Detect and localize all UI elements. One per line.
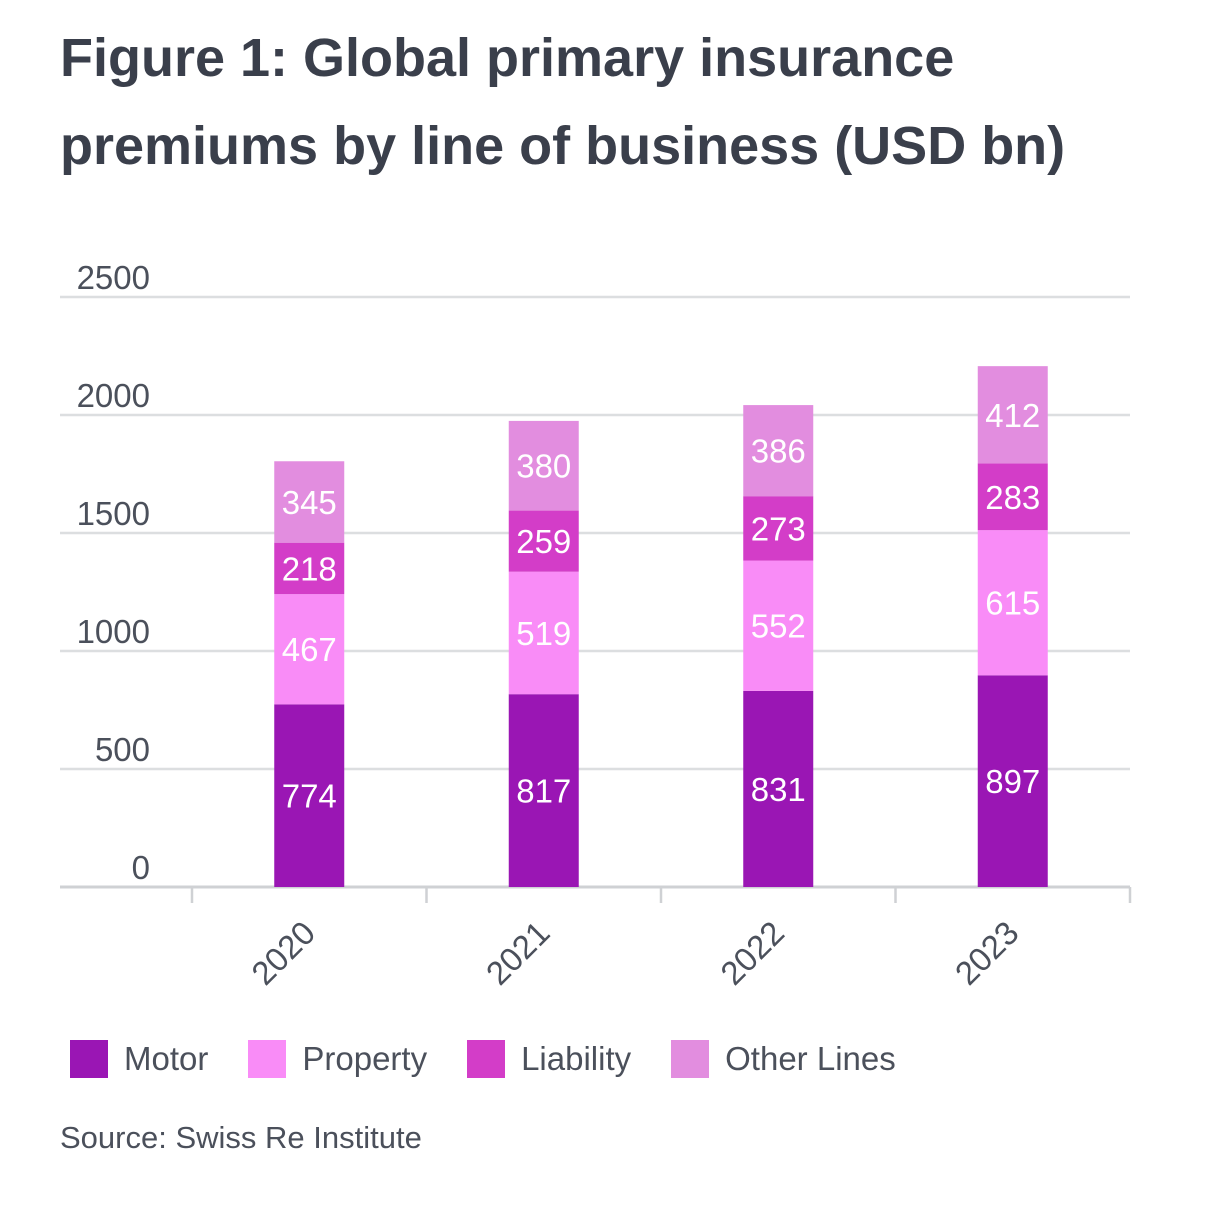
data-label-other-lines-2022: 386: [751, 433, 806, 470]
data-label-liability-2022: 273: [751, 510, 806, 547]
bar-property-2021: [508, 571, 579, 695]
x-tick-label-2023: 2023: [948, 914, 1026, 992]
legend-label-liability: Liability: [521, 1040, 632, 1077]
x-tick-label-2022: 2022: [713, 914, 791, 992]
data-label-motor-2020: 774: [282, 778, 337, 815]
bar-liability-2020: [274, 542, 345, 595]
legend-item-liability: Liability: [467, 1040, 631, 1078]
y-tick-label-500: 500: [95, 731, 150, 768]
bar-motor-2021: [508, 694, 579, 887]
chart-title: Figure 1: Global primary insurance premi…: [60, 28, 1066, 176]
x-tick-label-2020: 2020: [244, 914, 322, 992]
data-label-liability-2020: 218: [282, 550, 337, 587]
bar-motor-2022: [743, 690, 814, 887]
legend-item-motor: Motor: [70, 1040, 208, 1078]
y-tick-label-2000: 2000: [77, 377, 150, 414]
legend-swatch-liability: [467, 1040, 506, 1078]
data-label-motor-2022: 831: [751, 771, 806, 808]
legend-item-property: Property: [248, 1040, 427, 1078]
bar-liability-2023: [977, 463, 1048, 531]
data-label-property-2021: 519: [516, 615, 571, 652]
bar-liability-2021: [508, 510, 579, 572]
data-label-liability-2021: 259: [516, 523, 571, 560]
legend-label-motor: Motor: [124, 1040, 209, 1077]
bar-liability-2022: [743, 496, 814, 561]
bar-motor-2020: [274, 704, 345, 887]
y-tick-label-1500: 1500: [77, 495, 150, 532]
data-label-property-2023: 615: [985, 585, 1040, 622]
data-label-liability-2023: 283: [985, 479, 1040, 516]
legend-label-other-lines: Other Lines: [725, 1040, 896, 1077]
bar-other-lines-2022: [743, 405, 814, 497]
legend-swatch-other-lines: [671, 1040, 710, 1078]
bar-motor-2023: [977, 675, 1048, 887]
bar-other-lines-2020: [274, 461, 345, 543]
data-label-property-2022: 552: [751, 608, 806, 645]
bar-other-lines-2023: [977, 366, 1048, 464]
y-tick-label-1000: 1000: [77, 613, 150, 650]
legend-swatch-property: [248, 1040, 287, 1078]
data-label-other-lines-2020: 345: [282, 484, 337, 521]
y-tick-label-0: 0: [132, 849, 150, 886]
legend-item-other-lines: Other Lines: [671, 1040, 896, 1078]
data-label-motor-2023: 897: [985, 763, 1040, 800]
chart-legend: Motor Property Liability Other Lines: [70, 1040, 936, 1078]
legend-swatch-motor: [70, 1040, 108, 1078]
data-label-other-lines-2021: 380: [516, 448, 571, 485]
y-tick-label-2500: 2500: [77, 259, 150, 296]
data-label-property-2020: 467: [282, 631, 337, 668]
bar-property-2022: [743, 560, 814, 691]
legend-label-property: Property: [302, 1040, 428, 1077]
data-label-motor-2021: 817: [516, 773, 571, 810]
stacked-bar-chart: 0 500 1000 1500 2000 2500 774 467 218 345 2020 817 5…: [60, 259, 1132, 992]
bar-property-2020: [274, 594, 345, 705]
bar-other-lines-2021: [508, 420, 579, 511]
x-tick-label-2021: 2021: [479, 914, 557, 992]
data-label-other-lines-2023: 412: [985, 397, 1040, 434]
bar-property-2023: [977, 530, 1048, 676]
source-note: Source: Swiss Re Institute: [60, 1120, 422, 1155]
